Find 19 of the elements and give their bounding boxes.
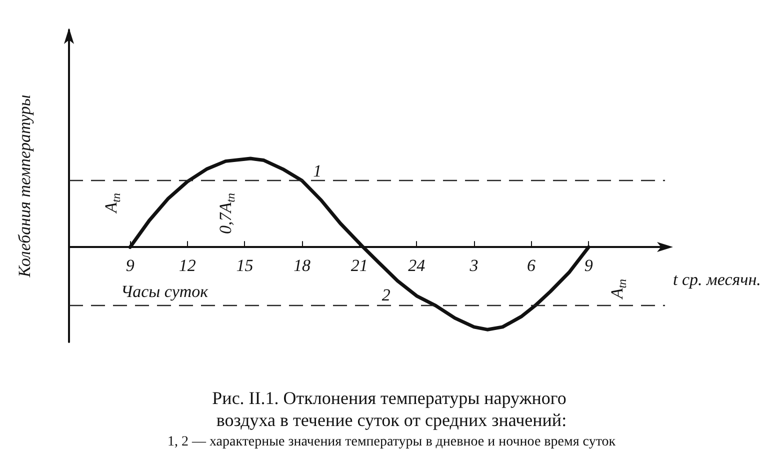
- annotation: Часы суток: [120, 282, 210, 301]
- x-tick-label: 24: [408, 256, 426, 276]
- text: 1, 2 — характерные значения температуры в дневное и ночное время суток: [167, 434, 616, 450]
- x-tick-label: 3: [468, 256, 478, 276]
- x-tick-label: 15: [236, 256, 254, 276]
- x-tick-label: 9: [126, 256, 135, 276]
- annotation: Atп: [102, 192, 124, 214]
- annotation: Atп: [608, 278, 630, 300]
- x-tick-label: 9: [584, 256, 594, 276]
- annotation: 2: [382, 286, 391, 305]
- x-tick-label: 18: [294, 256, 312, 276]
- annotation: 1: [313, 161, 322, 180]
- text: Рис. II.1. Отклонения температуры наружного воздуха в течение суток от средних значений:: [212, 388, 571, 430]
- x-tick-label: 12: [178, 256, 196, 276]
- x-axis-title: t ср. месячн.: [673, 270, 761, 290]
- x-tick-label: 21: [350, 256, 368, 276]
- y-axis-title: Колебания температуры: [15, 94, 34, 278]
- annotation: 0,7Atп: [216, 192, 238, 234]
- x-tick-label: 6: [527, 256, 536, 276]
